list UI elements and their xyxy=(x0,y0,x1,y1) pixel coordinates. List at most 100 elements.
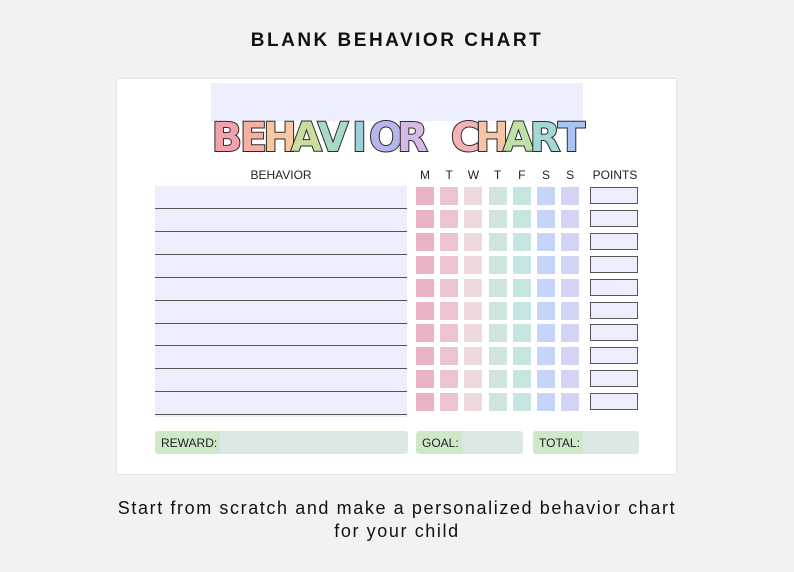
day-checkbox[interactable] xyxy=(512,393,531,412)
day-checkbox[interactable] xyxy=(512,324,531,343)
day-checkbox[interactable] xyxy=(488,232,507,251)
day-checkbox[interactable] xyxy=(537,278,555,297)
total-input[interactable] xyxy=(582,431,639,454)
day-checkbox[interactable] xyxy=(512,187,531,205)
day-checkbox[interactable] xyxy=(416,393,434,412)
day-checkbox[interactable] xyxy=(488,370,507,389)
day-checkbox[interactable] xyxy=(537,324,555,343)
day-checkbox[interactable] xyxy=(440,393,459,412)
day-checkbox[interactable] xyxy=(561,187,580,205)
title-letter: H xyxy=(263,115,296,161)
day-checkbox[interactable] xyxy=(440,278,459,297)
day-checkbox[interactable] xyxy=(464,187,483,205)
day-checkbox[interactable] xyxy=(440,232,459,251)
day-checkbox[interactable] xyxy=(537,301,555,320)
points-box[interactable] xyxy=(590,278,638,296)
points-box[interactable] xyxy=(590,393,638,411)
points-box[interactable] xyxy=(590,187,638,204)
day-checkbox[interactable] xyxy=(537,209,555,228)
day-checkbox[interactable] xyxy=(464,301,483,320)
day-checkbox[interactable] xyxy=(416,255,434,274)
day-checkbox[interactable] xyxy=(561,393,580,412)
day-checkbox[interactable] xyxy=(561,255,580,274)
day-checkbox[interactable] xyxy=(512,278,531,297)
day-checkbox[interactable] xyxy=(464,255,483,274)
day-checkbox[interactable] xyxy=(512,370,531,389)
day-checkbox[interactable] xyxy=(561,370,580,389)
points-box[interactable] xyxy=(590,232,638,250)
goal-input[interactable] xyxy=(461,431,523,454)
day-checkbox[interactable] xyxy=(464,209,483,228)
day-checkbox[interactable] xyxy=(488,324,507,343)
day-checkbox[interactable] xyxy=(561,301,580,320)
day-checkbox[interactable] xyxy=(512,232,531,251)
day-checkbox[interactable] xyxy=(488,278,507,297)
total-label: TOTAL: xyxy=(533,431,583,454)
day-header: S xyxy=(541,168,550,182)
day-header: F xyxy=(518,168,526,182)
day-checkbox[interactable] xyxy=(440,255,459,274)
points-box[interactable] xyxy=(590,324,638,342)
title-letter: C xyxy=(451,115,480,161)
points-box[interactable] xyxy=(590,347,638,365)
goal-field[interactable]: GOAL: xyxy=(416,431,523,454)
day-checkbox[interactable] xyxy=(416,232,434,251)
day-checkbox[interactable] xyxy=(512,347,531,366)
day-checkbox[interactable] xyxy=(416,187,434,205)
day-header: T xyxy=(493,168,502,182)
day-checkbox[interactable] xyxy=(537,232,555,251)
day-checkbox[interactable] xyxy=(512,301,531,320)
day-checkbox[interactable] xyxy=(440,209,459,228)
reward-label: REWARD: xyxy=(155,431,221,454)
name-field[interactable] xyxy=(211,83,583,121)
points-box[interactable] xyxy=(590,209,638,227)
day-checkbox[interactable] xyxy=(416,324,434,343)
day-checkbox[interactable] xyxy=(416,278,434,297)
day-checkbox[interactable] xyxy=(488,255,507,274)
day-checkbox[interactable] xyxy=(440,301,459,320)
day-checkbox[interactable] xyxy=(537,370,555,389)
day-checkbox[interactable] xyxy=(561,232,580,251)
day-checkbox[interactable] xyxy=(488,347,507,366)
day-checkbox[interactable] xyxy=(416,301,434,320)
day-checkbox[interactable] xyxy=(464,393,483,412)
day-checkbox[interactable] xyxy=(488,187,507,205)
points-box[interactable] xyxy=(590,301,638,319)
title-letter: R xyxy=(397,115,428,161)
day-checkbox[interactable] xyxy=(464,370,483,389)
reward-field[interactable]: REWARD: xyxy=(155,431,408,454)
behavior-row-line xyxy=(155,299,407,301)
day-checkbox[interactable] xyxy=(537,393,555,412)
title-letter: T xyxy=(558,115,586,161)
behavior-row-line xyxy=(155,253,407,255)
day-checkbox[interactable] xyxy=(440,324,459,343)
day-checkbox[interactable] xyxy=(512,255,531,274)
day-checkbox[interactable] xyxy=(488,393,507,412)
day-checkbox[interactable] xyxy=(464,347,483,366)
day-checkbox[interactable] xyxy=(488,209,507,228)
title-letter: R xyxy=(530,115,561,161)
day-checkbox[interactable] xyxy=(416,209,434,228)
points-box[interactable] xyxy=(590,370,638,388)
day-checkbox[interactable] xyxy=(416,370,434,389)
day-checkbox[interactable] xyxy=(464,278,483,297)
day-checkbox[interactable] xyxy=(512,209,531,228)
day-checkbox[interactable] xyxy=(561,209,580,228)
points-box[interactable] xyxy=(590,255,638,273)
day-checkbox[interactable] xyxy=(464,324,483,343)
day-checkbox[interactable] xyxy=(537,187,555,205)
day-checkbox[interactable] xyxy=(440,370,459,389)
day-checkbox[interactable] xyxy=(416,347,434,366)
day-checkbox[interactable] xyxy=(537,347,555,366)
total-field[interactable]: TOTAL: xyxy=(533,431,639,454)
day-checkbox[interactable] xyxy=(440,347,459,366)
day-checkbox[interactable] xyxy=(561,324,580,343)
day-checkbox[interactable] xyxy=(561,278,580,297)
behavior-entry-area[interactable] xyxy=(155,186,407,417)
reward-input[interactable] xyxy=(220,431,408,454)
day-checkbox[interactable] xyxy=(537,255,555,274)
day-checkbox[interactable] xyxy=(488,301,507,320)
day-checkbox[interactable] xyxy=(464,232,483,251)
day-checkbox[interactable] xyxy=(440,187,459,205)
day-checkbox[interactable] xyxy=(561,347,580,366)
